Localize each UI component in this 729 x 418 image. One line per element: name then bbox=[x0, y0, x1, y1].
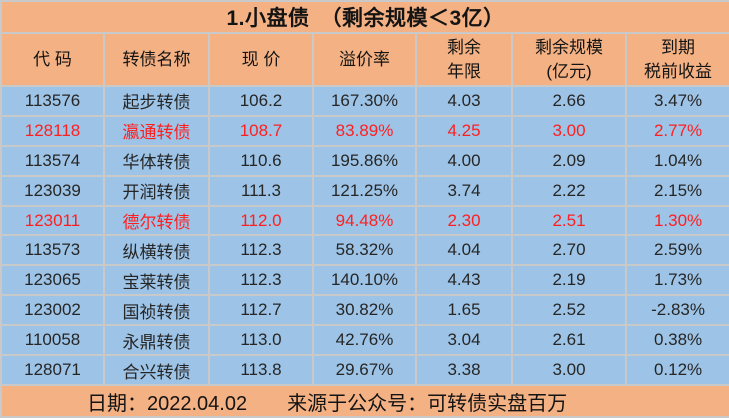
cell-years: 3.38 bbox=[415, 354, 513, 386]
cell-premium: 30.82% bbox=[312, 294, 417, 327]
cell-premium: 94.48% bbox=[312, 204, 417, 237]
header-premium: 溢价率 bbox=[312, 32, 417, 87]
cell-code: 113573 bbox=[0, 234, 105, 267]
cell-code: 123011 bbox=[0, 204, 105, 237]
table-row: 128118 瀛通转债 108.7 83.89% 4.25 3.00 2.77% bbox=[0, 114, 729, 147]
cell-yield: 3.47% bbox=[624, 85, 729, 117]
cell-price: 113.8 bbox=[208, 354, 314, 386]
cell-yield: 2.59% bbox=[624, 234, 729, 267]
header-scale: 剩余规模 (亿元) bbox=[511, 32, 627, 87]
cell-price: 112.3 bbox=[208, 264, 314, 297]
cell-scale: 2.19 bbox=[511, 264, 627, 297]
header-name: 转债名称 bbox=[103, 32, 210, 87]
footer-row: 日期：2022.04.02 来源于公众号：可转债实盘百万 bbox=[0, 384, 729, 418]
cell-name: 永鼎转债 bbox=[103, 324, 210, 357]
cell-name: 合兴转债 bbox=[103, 354, 210, 386]
cell-price: 106.2 bbox=[208, 85, 314, 117]
cell-years: 1.65 bbox=[415, 294, 513, 327]
title-row: 1.小盘债 （剩余规模＜3亿） bbox=[0, 0, 729, 34]
table-row: 110058 永鼎转债 113.0 42.76% 3.04 2.61 0.38% bbox=[0, 324, 729, 357]
cell-premium: 140.10% bbox=[312, 264, 417, 297]
cell-premium: 58.32% bbox=[312, 234, 417, 267]
cell-years: 3.74 bbox=[415, 174, 513, 207]
table-row: 113576 起步转债 106.2 167.30% 4.03 2.66 3.47% bbox=[0, 85, 729, 117]
footer-source: 来源于公众号：可转债实盘百万 bbox=[287, 392, 568, 415]
cell-price: 112.7 bbox=[208, 294, 314, 327]
cell-name: 华体转债 bbox=[103, 144, 210, 177]
header-years: 剩余 年限 bbox=[415, 32, 513, 87]
cell-name: 德尔转债 bbox=[103, 204, 210, 237]
cell-scale: 2.22 bbox=[511, 174, 627, 207]
cell-name: 瀛通转债 bbox=[103, 114, 210, 147]
cell-scale: 2.52 bbox=[511, 294, 627, 327]
cell-name: 起步转债 bbox=[103, 85, 210, 117]
cell-price: 113.0 bbox=[208, 324, 314, 357]
cell-scale: 3.00 bbox=[511, 114, 627, 147]
cell-years: 4.00 bbox=[415, 144, 513, 177]
cell-price: 108.7 bbox=[208, 114, 314, 147]
cell-years: 3.04 bbox=[415, 324, 513, 357]
cell-name: 国祯转债 bbox=[103, 294, 210, 327]
cell-years: 4.04 bbox=[415, 234, 513, 267]
cell-scale: 3.00 bbox=[511, 354, 627, 386]
table-title: 1.小盘债 （剩余规模＜3亿） bbox=[0, 0, 729, 34]
cell-yield: 0.12% bbox=[624, 354, 729, 386]
footer-date: 日期：2022.04.02 bbox=[87, 392, 248, 415]
header-yield: 到期 税前收益 bbox=[624, 32, 729, 87]
cell-years: 4.43 bbox=[415, 264, 513, 297]
cell-premium: 42.76% bbox=[312, 324, 417, 357]
cell-yield: 1.04% bbox=[624, 144, 729, 177]
cell-code: 113574 bbox=[0, 144, 105, 177]
cell-code: 113576 bbox=[0, 85, 105, 117]
cell-scale: 2.61 bbox=[511, 324, 627, 357]
cell-yield: -2.83% bbox=[624, 294, 729, 327]
cell-years: 4.25 bbox=[415, 114, 513, 147]
cell-scale: 2.09 bbox=[511, 144, 627, 177]
cell-code: 110058 bbox=[0, 324, 105, 357]
table-row: 113574 华体转债 110.6 195.86% 4.00 2.09 1.04% bbox=[0, 144, 729, 177]
table-body: 113576 起步转债 106.2 167.30% 4.03 2.66 3.47% 12811… bbox=[0, 85, 729, 386]
cell-name: 宝莱转债 bbox=[103, 264, 210, 297]
cell-premium: 83.89% bbox=[312, 114, 417, 147]
cell-yield: 1.73% bbox=[624, 264, 729, 297]
header-code: 代 码 bbox=[0, 32, 105, 87]
cell-code: 123002 bbox=[0, 294, 105, 327]
cell-code: 128118 bbox=[0, 114, 105, 147]
table-footer: 日期：2022.04.02 来源于公众号：可转债实盘百万 bbox=[3, 387, 728, 415]
cell-premium: 195.86% bbox=[312, 144, 417, 177]
cell-years: 4.03 bbox=[415, 85, 513, 117]
table-row: 128071 合兴转债 113.8 29.67% 3.38 3.00 0.12% bbox=[0, 354, 729, 386]
header-row: 代 码 转债名称 现 价 溢价率 剩余 年限 剩余规模 (亿元) 到期 税前收益 bbox=[0, 32, 729, 87]
cell-yield: 0.38% bbox=[624, 324, 729, 357]
cell-code: 128071 bbox=[0, 354, 105, 386]
cell-code: 123065 bbox=[0, 264, 105, 297]
cell-name: 纵横转债 bbox=[103, 234, 210, 267]
table-row: 113573 纵横转债 112.3 58.32% 4.04 2.70 2.59% bbox=[0, 234, 729, 267]
cell-yield: 2.15% bbox=[624, 174, 729, 207]
cell-price: 111.3 bbox=[208, 174, 314, 207]
cell-scale: 2.51 bbox=[511, 204, 627, 237]
cell-price: 112.0 bbox=[208, 204, 314, 237]
table-row: 123011 德尔转债 112.0 94.48% 2.30 2.51 1.30% bbox=[0, 204, 729, 237]
cell-years: 2.30 bbox=[415, 204, 513, 237]
cell-premium: 29.67% bbox=[312, 354, 417, 386]
cell-scale: 2.66 bbox=[511, 85, 627, 117]
cell-name: 开润转债 bbox=[103, 174, 210, 207]
table-row: 123065 宝莱转债 112.3 140.10% 4.43 2.19 1.73% bbox=[0, 264, 729, 297]
table-row: 123039 开润转债 111.3 121.25% 3.74 2.22 2.15% bbox=[0, 174, 729, 207]
header-price: 现 价 bbox=[208, 32, 314, 87]
cell-premium: 121.25% bbox=[312, 174, 417, 207]
cell-yield: 2.77% bbox=[624, 114, 729, 147]
table-row: 123002 国祯转债 112.7 30.82% 1.65 2.52 -2.83% bbox=[0, 294, 729, 327]
cell-price: 112.3 bbox=[208, 234, 314, 267]
cell-code: 123039 bbox=[0, 174, 105, 207]
cell-scale: 2.70 bbox=[511, 234, 627, 267]
cell-premium: 167.30% bbox=[312, 85, 417, 117]
cell-price: 110.6 bbox=[208, 144, 314, 177]
cell-yield: 1.30% bbox=[624, 204, 729, 237]
